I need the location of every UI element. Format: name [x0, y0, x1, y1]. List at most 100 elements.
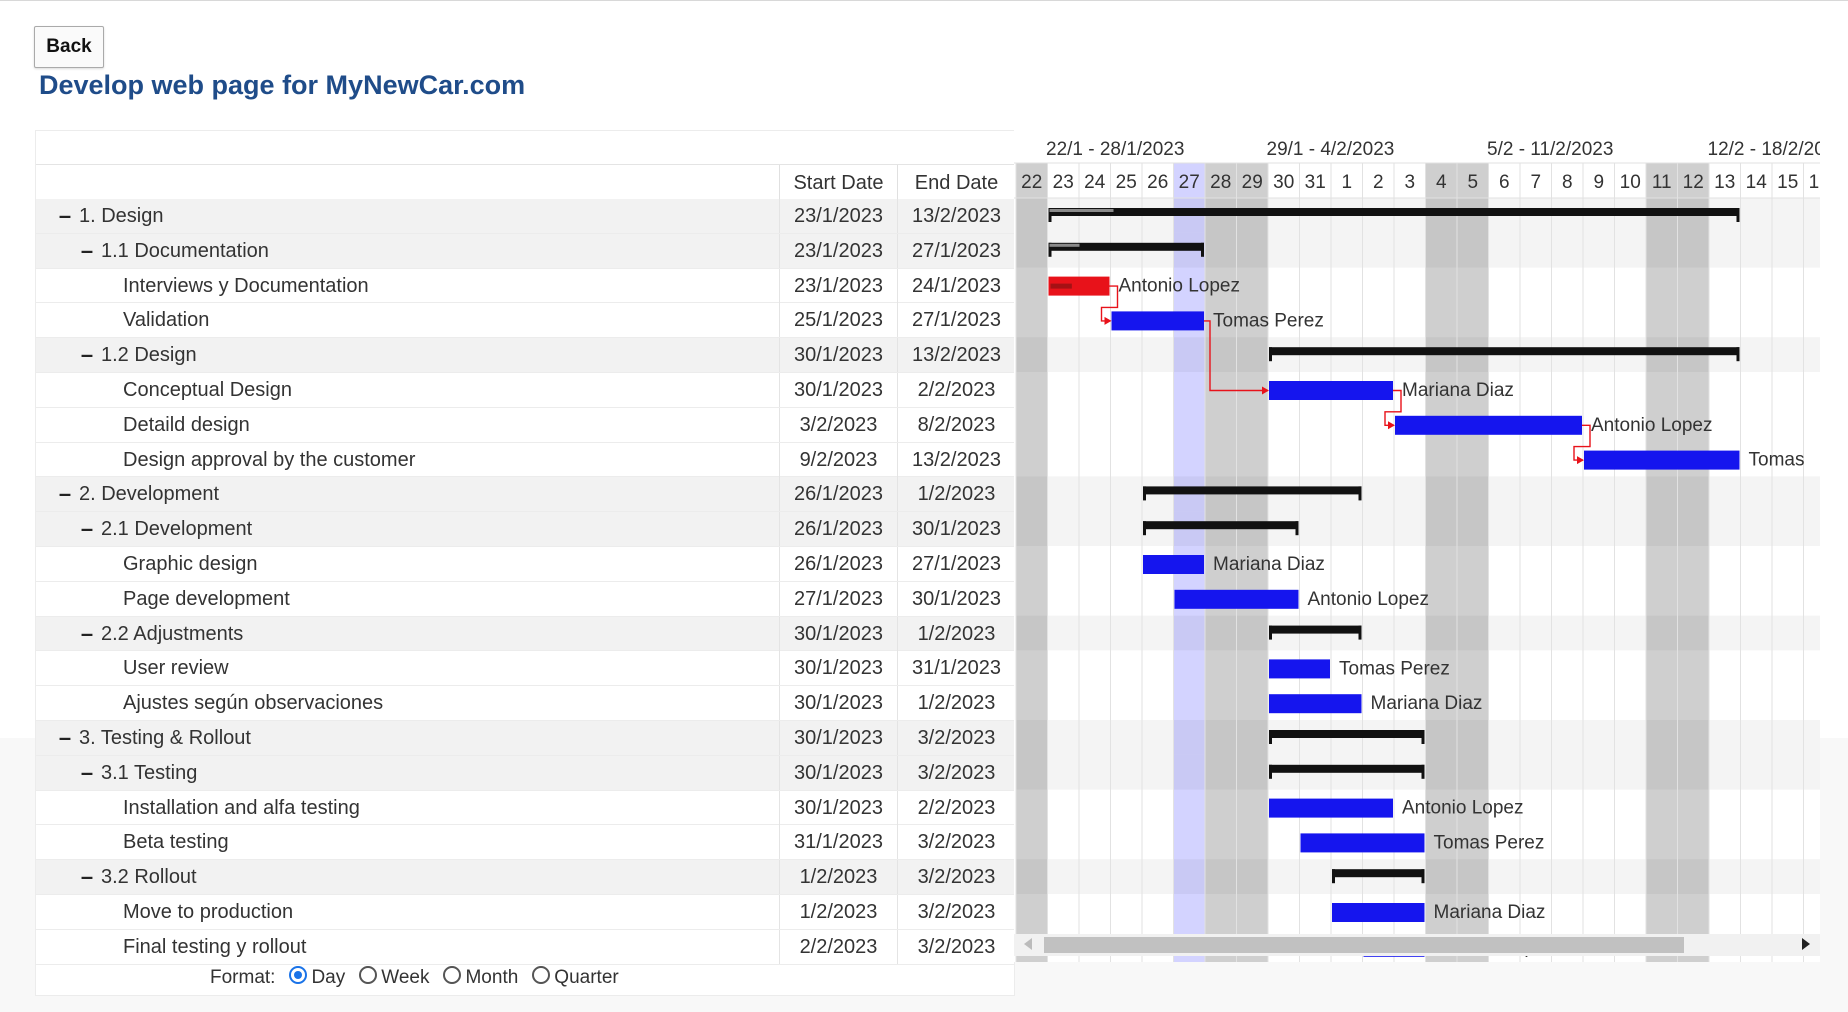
collapse-toggle-icon[interactable]: –	[80, 237, 94, 263]
day-label: 31	[1305, 172, 1326, 193]
group-bar-end-cap	[1421, 730, 1425, 744]
day-column-shade	[1016, 163, 1048, 962]
task-name: Detaild design	[123, 413, 250, 436]
day-label: 4	[1436, 172, 1447, 193]
day-label: 22	[1021, 172, 1042, 193]
scroll-right-arrow-icon[interactable]	[1802, 938, 1810, 950]
task-row[interactable]: Conceptual Design 30/1/2023 2/2/2023	[36, 372, 1014, 408]
scrollbar-thumb[interactable]	[1044, 937, 1684, 953]
dependency-arrowhead-icon	[1104, 316, 1112, 325]
task-resource-label: Mariana Diaz	[1402, 380, 1514, 401]
group-bar-end-cap	[1048, 208, 1052, 222]
back-button[interactable]: Back	[34, 26, 104, 68]
collapse-toggle-icon[interactable]: –	[80, 864, 94, 890]
collapse-toggle-icon[interactable]: –	[58, 724, 72, 750]
group-bar-end-cap	[1143, 521, 1146, 536]
task-row[interactable]: –3.1 Testing 30/1/2023 3/2/2023	[36, 755, 1015, 791]
group-bar-end-cap	[1421, 869, 1425, 884]
day-label: 25	[1116, 172, 1137, 193]
task-row[interactable]: –2.2 Adjustments 30/1/2023 1/2/2023	[36, 616, 1014, 652]
format-month-label[interactable]: Month	[465, 967, 519, 988]
task-start-date: 25/1/2023	[779, 303, 897, 338]
task-name: 3.2 Rollout	[101, 866, 197, 889]
task-end-date: 27/1/2023	[897, 233, 1015, 268]
task-bar	[1269, 694, 1362, 714]
collapse-toggle-icon[interactable]: –	[58, 481, 72, 507]
task-row[interactable]: Ajustes según observaciones 30/1/2023 1/2/…	[36, 686, 1014, 721]
day-label: 16	[1809, 172, 1820, 193]
format-month-radio[interactable]	[443, 966, 462, 984]
task-row[interactable]: Final testing y rollout 2/2/2023 3/2/2023	[36, 929, 1015, 965]
task-row[interactable]: –2.1 Development 26/1/2023 30/1/2023	[36, 512, 1014, 547]
column-header-name	[36, 165, 778, 199]
task-row[interactable]: –3. Testing & Rollout 30/1/2023 3/2/2023	[36, 720, 1014, 756]
day-label: 30	[1273, 172, 1294, 193]
day-label: 3	[1404, 172, 1415, 193]
group-bar-end-cap	[1358, 486, 1362, 501]
task-resource-label: Mariana Diaz	[1213, 554, 1325, 575]
week-label: 22/1 - 28/1/2023	[1046, 139, 1184, 160]
task-start-date: 23/1/2023	[779, 199, 897, 233]
group-summary-bar	[1269, 625, 1362, 634]
group-summary-bar	[1143, 486, 1362, 495]
group-bar-end-cap	[1295, 521, 1299, 536]
task-row[interactable]: Detaild design 3/2/2023 8/2/2023	[36, 407, 1015, 443]
day-column-shade	[1205, 163, 1237, 962]
task-end-date: 31/1/2023	[897, 651, 1015, 686]
column-header-start-date[interactable]: Start Date	[779, 165, 897, 199]
task-bar	[1048, 276, 1110, 296]
group-bar-end-cap	[1201, 242, 1204, 257]
task-end-date: 27/1/2023	[897, 546, 1015, 581]
day-label: 9	[1593, 172, 1604, 193]
dependency-arrowhead-icon	[1577, 456, 1584, 465]
task-row[interactable]: User review 30/1/2023 31/1/2023	[36, 651, 1015, 687]
group-summary-bar	[1269, 347, 1740, 356]
collapse-toggle-icon[interactable]: –	[58, 203, 72, 228]
day-label: 8	[1562, 172, 1573, 193]
task-name: User review	[123, 657, 229, 680]
format-week-label[interactable]: Week	[381, 967, 430, 988]
task-end-date: 8/2/2023	[897, 407, 1015, 442]
task-name: Page development	[123, 587, 290, 610]
scroll-left-arrow-icon[interactable]	[1024, 938, 1032, 950]
format-day-radio[interactable]	[289, 966, 308, 984]
task-row[interactable]: Design approval by the customer 9/2/2023 1…	[36, 442, 1014, 478]
task-row[interactable]: Beta testing 31/1/2023 3/2/2023	[36, 825, 1014, 861]
task-end-date: 3/2/2023	[897, 755, 1015, 790]
format-quarter-label[interactable]: Quarter	[554, 967, 619, 988]
task-row[interactable]: Interviews y Documentation 23/1/2023 24/1/…	[36, 268, 1014, 304]
task-resource-label: Tomas Perez	[1339, 658, 1450, 679]
task-end-date: 2/2/2023	[897, 790, 1015, 825]
task-progress-indicator	[1050, 283, 1072, 289]
collapse-toggle-icon[interactable]: –	[80, 342, 94, 368]
format-week-radio[interactable]	[359, 966, 378, 984]
task-row[interactable]: Validation 25/1/2023 27/1/2023	[36, 303, 1014, 339]
column-header-end-date[interactable]: End Date	[897, 165, 1015, 199]
task-row[interactable]: –1. Design 23/1/2023 13/2/2023	[36, 199, 1014, 234]
task-row[interactable]: –2. Development 26/1/2023 1/2/2023	[36, 477, 1014, 513]
group-bar-end-cap	[1736, 347, 1740, 362]
format-quarter-radio[interactable]	[532, 966, 551, 984]
day-label: 24	[1084, 172, 1106, 193]
collapse-toggle-icon[interactable]: –	[80, 759, 94, 785]
day-label: 26	[1147, 172, 1168, 193]
horizontal-scrollbar[interactable]	[1014, 934, 1820, 956]
format-day-label[interactable]: Day	[311, 967, 346, 988]
task-end-date: 3/2/2023	[897, 929, 1015, 964]
task-row[interactable]: –1.1 Documentation 23/1/2023 27/1/2023	[36, 233, 1015, 269]
collapse-toggle-icon[interactable]: –	[80, 516, 94, 542]
week-label: 29/1 - 4/2/2023	[1267, 139, 1395, 160]
collapse-toggle-icon[interactable]: –	[80, 620, 94, 646]
task-row[interactable]: –3.2 Rollout 1/2/2023 3/2/2023	[36, 860, 1014, 895]
task-row[interactable]: Page development 27/1/2023 30/1/2023	[36, 581, 1014, 617]
task-name: Final testing y rollout	[123, 935, 307, 958]
task-row[interactable]: Move to production 1/2/2023 3/2/2023	[36, 894, 1014, 930]
task-row[interactable]: Graphic design 26/1/2023 27/1/2023	[36, 546, 1015, 582]
task-name: 2.1 Development	[101, 518, 253, 541]
task-start-date: 2/2/2023	[779, 929, 897, 964]
task-row[interactable]: Installation and alfa testing 30/1/2023 2/…	[36, 790, 1015, 826]
task-start-date: 30/1/2023	[779, 338, 897, 373]
task-row[interactable]: –1.2 Design 30/1/2023 13/2/2023	[36, 338, 1014, 373]
group-summary-bar	[1332, 869, 1425, 878]
dependency-connector	[1204, 320, 1268, 392]
